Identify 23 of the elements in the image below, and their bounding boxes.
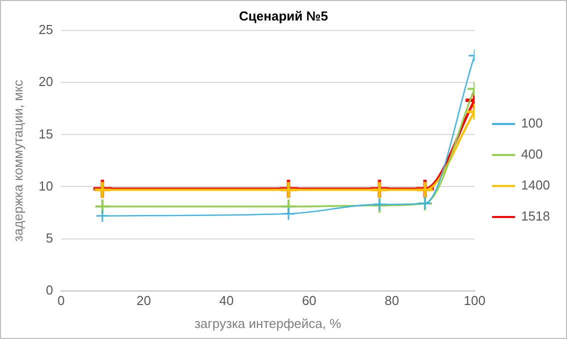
legend-label: 100 <box>521 116 543 131</box>
point <box>94 198 110 215</box>
legend-label: 1518 <box>521 208 550 224</box>
x-tick-label: 100 <box>464 293 486 308</box>
y-tick-label: 0 <box>46 282 54 298</box>
chart-title: Сценарий №5 <box>239 8 328 24</box>
x-tick-label: 0 <box>57 293 65 308</box>
y-axis-title: задержка коммутации, мкс <box>10 79 26 242</box>
x-tick-label: 80 <box>384 293 400 308</box>
x-tick-label: 20 <box>136 293 151 308</box>
y-tick-label: 5 <box>46 230 54 246</box>
y-tick-label: 20 <box>38 74 54 90</box>
point <box>282 207 296 221</box>
legend-label: 1400 <box>521 178 550 193</box>
y-tick-label: 10 <box>38 178 54 194</box>
point <box>96 209 110 223</box>
x-axis-title: загрузка интерфейса, % <box>194 316 342 331</box>
x-tick-label: 40 <box>219 293 234 308</box>
legend-label: 400 <box>521 146 543 162</box>
point <box>280 198 297 215</box>
x-tick-label: 60 <box>302 293 316 308</box>
y-tick-label: 15 <box>38 126 54 142</box>
y-tick-label: 25 <box>38 22 54 38</box>
